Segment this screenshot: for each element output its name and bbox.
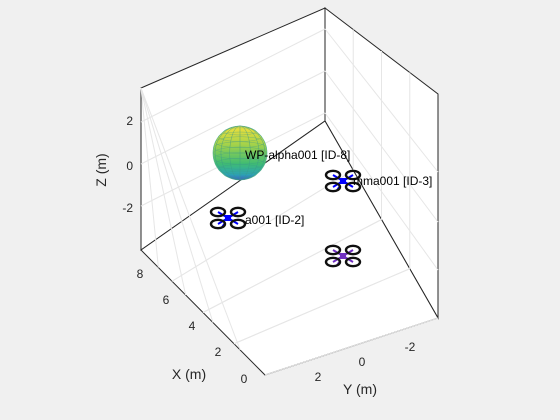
y-tick-label: 0 [359,355,366,369]
drone-body [340,253,346,259]
y-tick-label: 2 [315,370,322,384]
z-tick-label: 2 [126,114,133,128]
waypoint-label: WP-alpha001 [ID-8] [245,148,350,162]
drone-label: a001 [ID-2] [245,213,304,227]
z-tick-label: 0 [126,159,133,173]
x-tick-label: 8 [137,267,144,281]
drone-label: mma001 [ID-3] [353,174,432,188]
y-axis-label: Y (m) [343,381,377,397]
x-tick-label: 4 [189,319,196,333]
z-axis-label: Z (m) [93,153,109,186]
z-tick-label: -2 [122,201,133,215]
z-axis: 2 0 -2 Z (m) [93,114,133,215]
x-tick-label: 6 [163,293,170,307]
x-axis-label: X (m) [172,366,206,382]
x-tick-label: 2 [215,345,222,359]
drone-body [225,215,231,221]
y-tick-label: -2 [405,340,416,354]
x-tick-label: 0 [241,372,248,386]
axes-3d [141,8,438,375]
drone-body [340,178,346,184]
